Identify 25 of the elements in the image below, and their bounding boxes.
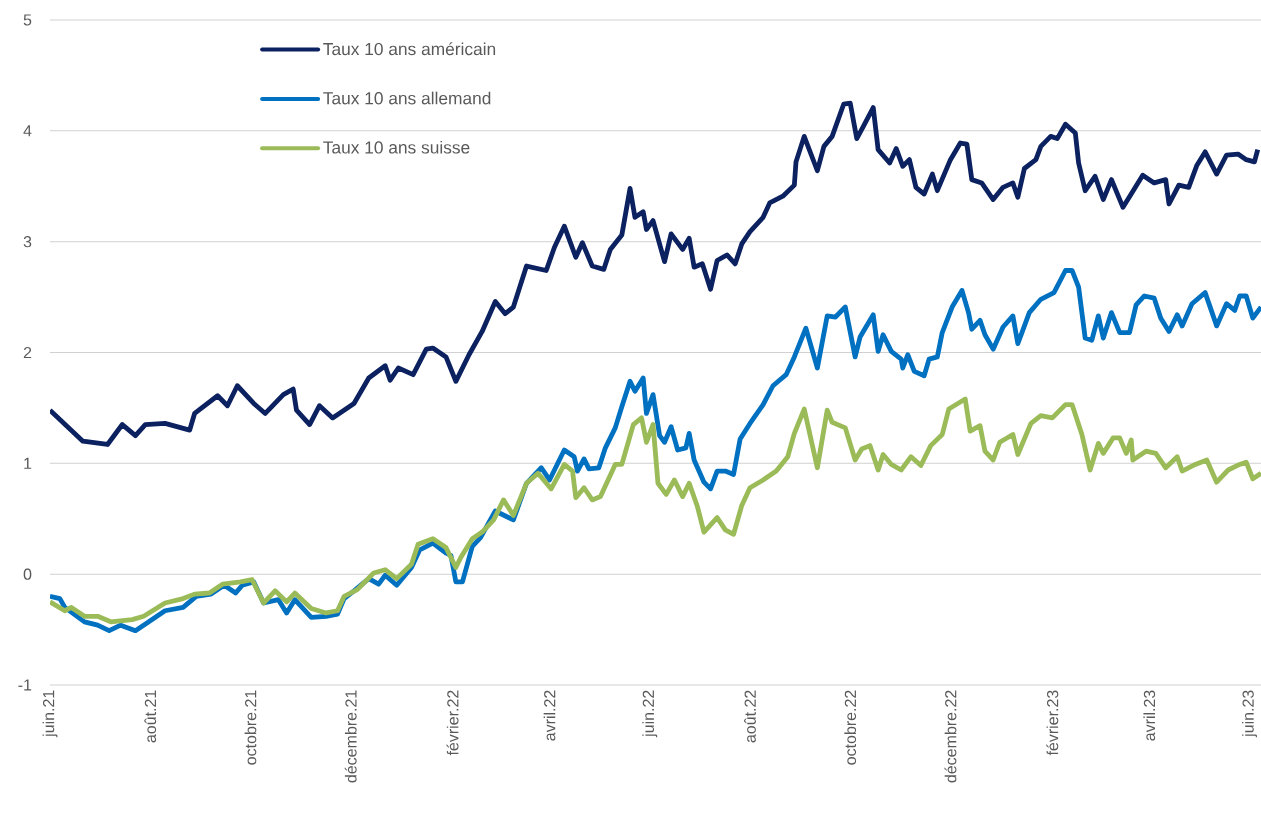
y-tick-label: 5 bbox=[23, 14, 32, 26]
legend-label: Taux 10 ans allemand bbox=[323, 91, 491, 105]
y-tick-label: -1 bbox=[18, 679, 32, 691]
x-tick-label: décembre.22 bbox=[944, 690, 957, 783]
line-series bbox=[50, 268, 1261, 634]
y-tick-label: 2 bbox=[23, 346, 32, 359]
x-tick-label: juin.21 bbox=[42, 690, 58, 738]
x-tick-label: avril.22 bbox=[543, 690, 556, 741]
x-tick-label: février.23 bbox=[1046, 690, 1059, 756]
x-tick-label: août.22 bbox=[744, 690, 756, 743]
y-tick-label: 4 bbox=[23, 125, 32, 137]
y-tick-label: 3 bbox=[23, 236, 32, 248]
x-tick-label: avril.23 bbox=[1143, 690, 1156, 741]
x-tick-label: octobre.22 bbox=[844, 690, 857, 765]
y-tick-label: 1 bbox=[24, 457, 32, 469]
line-series bbox=[50, 396, 1261, 625]
x-tick-label: octobre.21 bbox=[244, 690, 257, 765]
x-tick-label: décembre.21 bbox=[344, 690, 357, 783]
legend-label: Taux 10 ans suisse bbox=[323, 140, 470, 154]
x-tick-label: février.22 bbox=[446, 690, 459, 756]
y-tick-label: 0 bbox=[23, 568, 32, 580]
x-tick-label: juin.23 bbox=[1242, 690, 1257, 738]
legend-label: Taux 10 ans américain bbox=[323, 42, 496, 56]
x-tick-label: juin.22 bbox=[642, 690, 658, 738]
x-tick-label: août.21 bbox=[144, 690, 157, 743]
